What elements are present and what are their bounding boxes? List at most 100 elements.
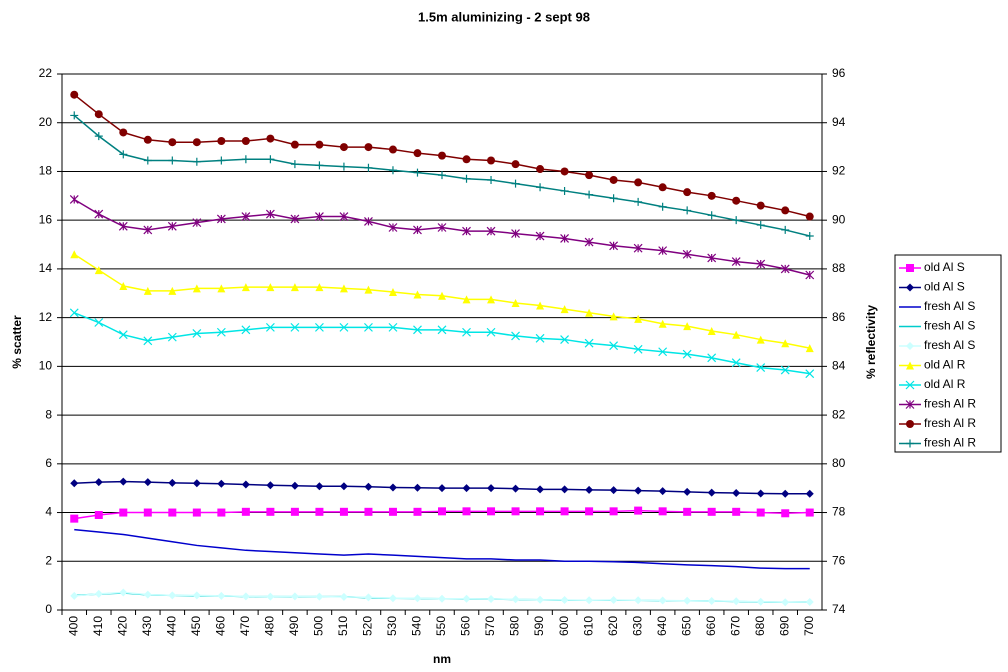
x-tick-label: 440 xyxy=(164,616,178,636)
marker xyxy=(266,481,275,490)
marker xyxy=(290,592,299,601)
marker xyxy=(413,325,422,335)
marker xyxy=(682,349,692,359)
legend-label: fresh Al R xyxy=(924,416,976,430)
marker xyxy=(658,347,668,357)
marker xyxy=(486,226,496,236)
marker xyxy=(805,344,814,353)
marker xyxy=(683,507,692,516)
marker xyxy=(315,283,324,292)
marker xyxy=(241,480,250,489)
marker xyxy=(707,327,716,336)
marker xyxy=(192,157,201,166)
marker xyxy=(315,482,324,491)
y-tick-label: 10 xyxy=(39,359,53,373)
marker xyxy=(609,194,618,203)
marker xyxy=(707,253,717,263)
marker xyxy=(94,266,103,275)
marker xyxy=(707,507,716,516)
marker xyxy=(560,167,569,176)
marker xyxy=(683,188,692,197)
legend-label: fresh Al S xyxy=(924,338,975,352)
marker xyxy=(413,149,422,158)
y-axis-title: % scatter xyxy=(10,315,24,369)
marker xyxy=(511,299,520,308)
marker xyxy=(560,234,570,243)
x-tick-label: 610 xyxy=(581,616,595,636)
marker xyxy=(658,246,668,256)
marker xyxy=(732,597,741,606)
marker xyxy=(560,305,569,314)
marker xyxy=(536,595,545,604)
marker xyxy=(805,232,814,241)
x-tick-label: 650 xyxy=(679,616,693,636)
y2-tick-label: 90 xyxy=(832,212,846,226)
marker xyxy=(437,223,447,232)
marker xyxy=(462,174,471,183)
marker xyxy=(119,150,128,159)
marker xyxy=(731,257,741,267)
marker xyxy=(118,330,128,340)
marker xyxy=(143,225,153,235)
marker xyxy=(683,487,692,496)
marker xyxy=(906,342,914,350)
marker xyxy=(462,327,471,337)
marker xyxy=(732,330,741,339)
marker xyxy=(143,590,152,599)
marker xyxy=(487,484,496,493)
y2-tick-label: 86 xyxy=(832,310,846,324)
marker xyxy=(756,201,765,210)
marker xyxy=(217,591,226,600)
y-tick-label: 20 xyxy=(39,115,53,129)
marker xyxy=(756,259,766,269)
marker xyxy=(339,592,348,601)
legend-label: old Al R xyxy=(924,377,966,391)
x-tick-label: 600 xyxy=(557,616,571,636)
marker xyxy=(266,155,275,164)
marker xyxy=(70,591,79,600)
marker xyxy=(780,365,790,375)
marker xyxy=(560,507,569,516)
marker xyxy=(462,594,471,603)
marker xyxy=(609,341,619,351)
marker xyxy=(805,369,815,379)
marker xyxy=(168,156,177,165)
x-tick-label: 560 xyxy=(459,616,473,636)
marker xyxy=(216,214,226,224)
marker xyxy=(315,507,324,516)
x-tick-label: 540 xyxy=(410,616,424,636)
marker xyxy=(143,135,152,144)
marker xyxy=(241,325,251,335)
marker xyxy=(143,508,152,517)
marker xyxy=(241,212,251,221)
y-tick-label: 18 xyxy=(39,164,53,178)
marker xyxy=(413,225,422,235)
marker xyxy=(70,514,79,523)
marker xyxy=(560,485,569,494)
marker xyxy=(560,596,569,605)
marker xyxy=(585,507,594,516)
marker xyxy=(634,178,643,187)
marker xyxy=(781,598,790,607)
marker xyxy=(241,155,250,164)
marker xyxy=(633,243,643,253)
marker xyxy=(511,331,520,341)
marker xyxy=(118,221,128,231)
legend-label: fresh Al R xyxy=(924,436,976,450)
marker xyxy=(266,134,275,143)
marker xyxy=(119,477,128,486)
marker xyxy=(487,295,496,304)
marker xyxy=(94,132,103,141)
marker xyxy=(290,283,299,292)
y-tick-label: 6 xyxy=(45,456,52,470)
marker xyxy=(388,594,397,603)
marker xyxy=(266,592,275,601)
marker xyxy=(658,202,667,211)
marker xyxy=(143,478,152,487)
y-tick-label: 12 xyxy=(39,310,53,324)
x-tick-label: 630 xyxy=(630,616,644,636)
x-tick-label: 590 xyxy=(532,616,546,636)
marker xyxy=(290,140,299,149)
marker xyxy=(584,338,594,348)
marker xyxy=(70,250,79,259)
